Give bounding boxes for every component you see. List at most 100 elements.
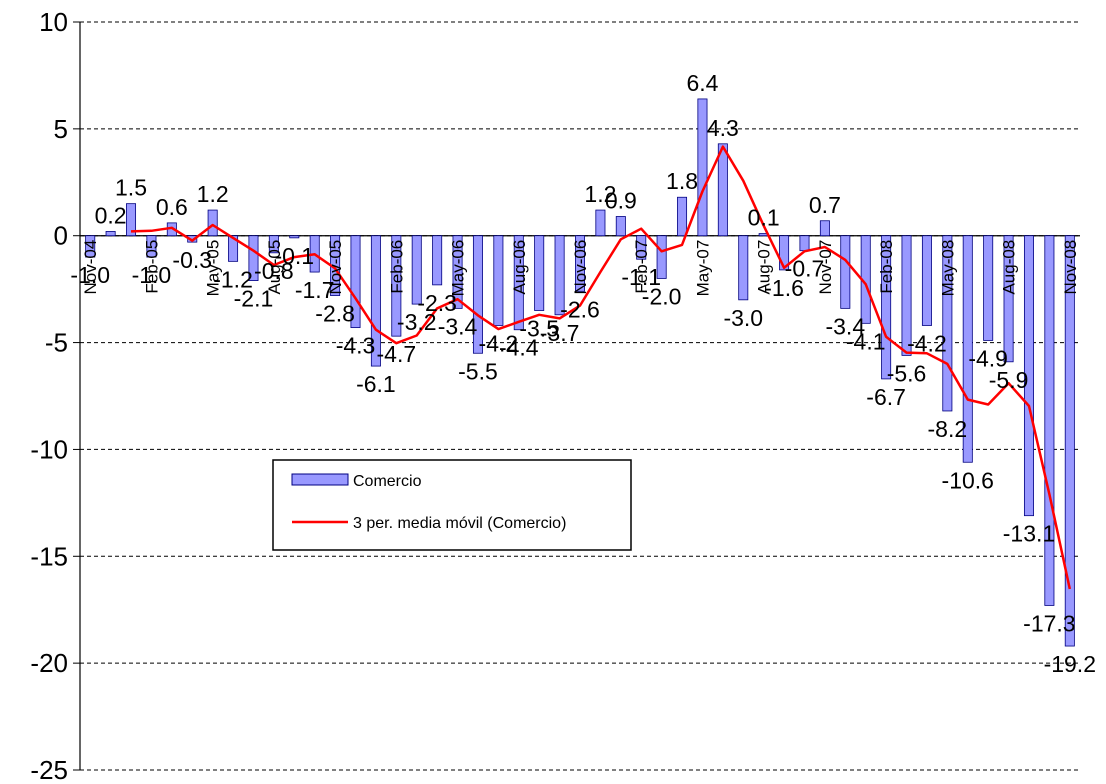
bar (411, 235, 422, 305)
bar (350, 235, 361, 329)
data-label: -2.8 (315, 301, 355, 327)
data-label: -4.1 (846, 328, 886, 354)
data-label: -6.7 (866, 384, 906, 410)
data-labels: -1.0 0.21.5 -1.0 0.6 -0.3 1.2 -1.2-2.1-0.8-0.1… (70, 70, 1096, 677)
data-label: -0.3 (172, 247, 212, 273)
data-label: -1.0 (132, 262, 172, 288)
data-label: -3.4 (438, 313, 478, 339)
x-tick-label: Nov-07 (816, 240, 835, 295)
data-label: -5.5 (458, 358, 498, 384)
data-label: -13.1 (1003, 521, 1055, 547)
bar (677, 196, 688, 237)
bar (819, 220, 830, 237)
x-tick-label: Nov-08 (1061, 240, 1080, 295)
bar (534, 235, 545, 311)
bar (493, 235, 504, 326)
bar (370, 235, 381, 367)
bar (268, 235, 279, 254)
bar (105, 231, 116, 237)
legend: Comercio 3 per. media móvil (Comercio) (272, 459, 632, 551)
bar (799, 235, 810, 252)
bar (575, 235, 585, 292)
x-tick-label: Feb-06 (387, 240, 406, 294)
moving-average-line (130, 145, 1072, 590)
bar (248, 235, 259, 281)
data-label: 0.2 (95, 202, 127, 228)
bar (962, 235, 973, 463)
bar (942, 235, 953, 412)
data-label: 0.1 (748, 205, 780, 231)
bar (595, 209, 606, 237)
bar (391, 235, 402, 337)
bar (636, 235, 647, 260)
bar (85, 235, 96, 258)
bar (1023, 235, 1034, 517)
y-tick-label: -10 (30, 434, 68, 464)
bar (1064, 235, 1075, 647)
bar (207, 209, 218, 237)
data-label: 1.2 (584, 181, 616, 207)
legend-label-moving-average: 3 per. media móvil (Comercio) (353, 515, 566, 532)
data-label: -4.2 (907, 330, 947, 356)
y-tick-label: 0 (54, 221, 68, 251)
x-tick-label: May-07 (693, 240, 712, 297)
bar (432, 235, 443, 286)
y-tick-label: -25 (30, 755, 68, 784)
x-tick-label: Aug-08 (1000, 240, 1019, 295)
data-label: 4.3 (707, 115, 739, 141)
bar (717, 143, 728, 237)
data-label: -1.0 (70, 262, 110, 288)
bar (901, 235, 912, 356)
data-label: -3.5 (519, 316, 559, 342)
data-label: -4.4 (499, 335, 539, 361)
data-label: -5.6 (887, 360, 927, 386)
bar (126, 203, 137, 237)
data-label: -4.2 (479, 330, 519, 356)
data-label: -0.7 (785, 256, 825, 282)
x-tick-label: Feb-08 (877, 240, 896, 294)
data-label: -3.4 (825, 313, 865, 339)
data-label: -4.9 (968, 345, 1008, 371)
legend-label-comercio: Comercio (353, 473, 422, 490)
bar (228, 235, 239, 262)
data-label: -0.1 (274, 243, 314, 269)
data-label: -3.2 (397, 309, 437, 335)
bar (554, 235, 565, 316)
x-tick-label: Aug-06 (510, 240, 529, 295)
bar (738, 235, 749, 301)
data-label: -2.6 (560, 296, 600, 322)
x-tick-label: May-08 (938, 240, 957, 297)
bar (513, 235, 524, 331)
data-label: 6.4 (686, 70, 718, 96)
bar (983, 235, 994, 341)
x-tick-label: Aug-05 (265, 240, 284, 295)
data-label: -0.8 (254, 258, 294, 284)
data-label: -1.1 (621, 264, 661, 290)
data-label: -4.7 (377, 341, 417, 367)
y-axis: 10 5 0 -5 -10 -15 -20 -25 (30, 7, 1080, 784)
data-label: 1.2 (197, 181, 229, 207)
bar (881, 235, 892, 380)
grid (80, 21, 1080, 771)
data-label: -1.2 (213, 266, 253, 292)
bar (840, 235, 851, 309)
bar (656, 235, 667, 279)
data-label: -2.3 (417, 290, 457, 316)
bar (146, 235, 157, 258)
data-label: -3.7 (540, 320, 580, 346)
data-label: -4.3 (336, 333, 376, 359)
data-label: 0.9 (605, 187, 637, 213)
x-tick-label: Feb-05 (142, 240, 161, 294)
data-label: 0.7 (809, 192, 841, 218)
x-tick-label: May-06 (449, 240, 468, 297)
data-label: 1.5 (115, 175, 147, 201)
data-label: -2.1 (234, 286, 274, 312)
data-label: -3.0 (723, 305, 763, 331)
bar (289, 235, 300, 239)
moving-average-polyline (130, 145, 1072, 590)
data-label: 0.6 (156, 194, 188, 220)
y-tick-label: 5 (54, 114, 68, 144)
bar (452, 235, 463, 309)
y-tick-label: -20 (30, 648, 68, 678)
